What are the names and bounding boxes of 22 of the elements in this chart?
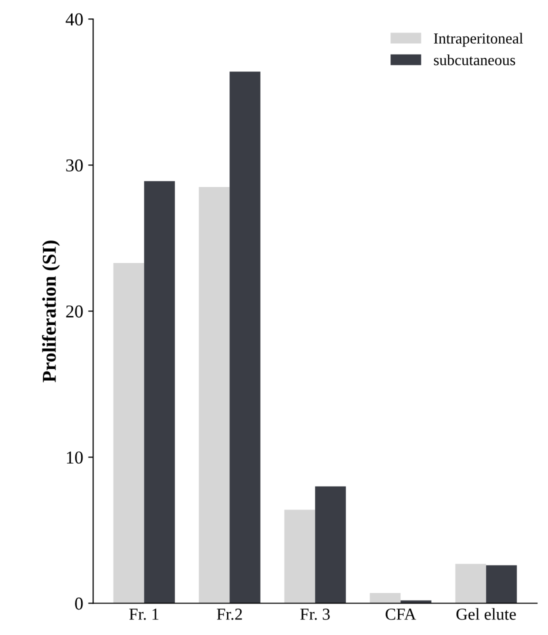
- bar: [113, 262, 144, 604]
- y-tick-label: 10: [66, 451, 83, 464]
- y-tick-label: 40: [66, 13, 83, 26]
- y-tick-label: 0: [75, 598, 83, 610]
- x-tick-label: CFA: [386, 608, 416, 620]
- x-tick-label: Fr.2: [216, 608, 242, 620]
- bar: [144, 181, 175, 604]
- y-tick-label: 30: [66, 159, 83, 172]
- bar: [486, 565, 517, 604]
- bar: [284, 510, 316, 604]
- y-tick-label: 20: [66, 305, 83, 318]
- x-tick-label: Fr. 1: [129, 608, 158, 620]
- bar: [230, 72, 260, 604]
- legend-label: Intraperitoneal: [434, 32, 523, 47]
- x-tick-label: Gel elute: [456, 608, 516, 620]
- bar: [370, 593, 401, 604]
- y-axis-title: Proliferation (SI): [42, 240, 60, 382]
- bar: [315, 486, 346, 604]
- bar: [455, 564, 486, 604]
- bar: [198, 187, 230, 604]
- legend-label: subcutaneous: [434, 54, 516, 66]
- x-tick-label: Fr. 3: [300, 608, 330, 620]
